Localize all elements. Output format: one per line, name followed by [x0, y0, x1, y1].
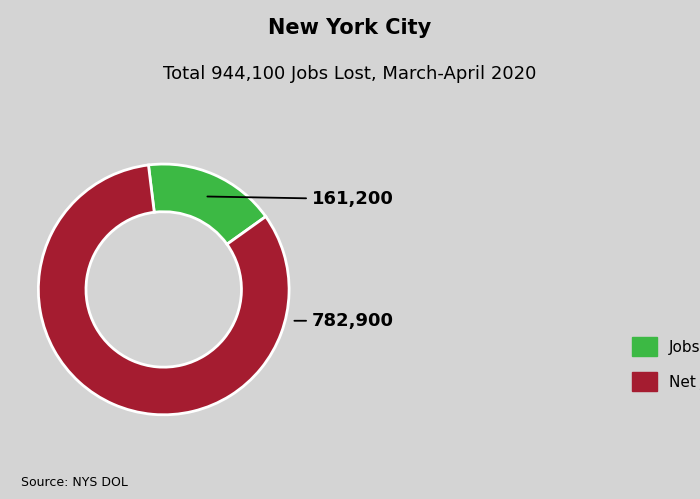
Wedge shape [148, 164, 266, 244]
Text: 782,900: 782,900 [295, 312, 393, 330]
Text: 161,200: 161,200 [207, 190, 393, 208]
Wedge shape [38, 165, 289, 415]
Text: New York City: New York City [268, 18, 432, 38]
Legend: Jobs Recovered Since April, Net Jobs Lost Through July: Jobs Recovered Since April, Net Jobs Los… [632, 337, 700, 391]
Text: Source: NYS DOL: Source: NYS DOL [21, 476, 128, 489]
Text: Total 944,100 Jobs Lost, March-April 2020: Total 944,100 Jobs Lost, March-April 202… [163, 65, 537, 83]
